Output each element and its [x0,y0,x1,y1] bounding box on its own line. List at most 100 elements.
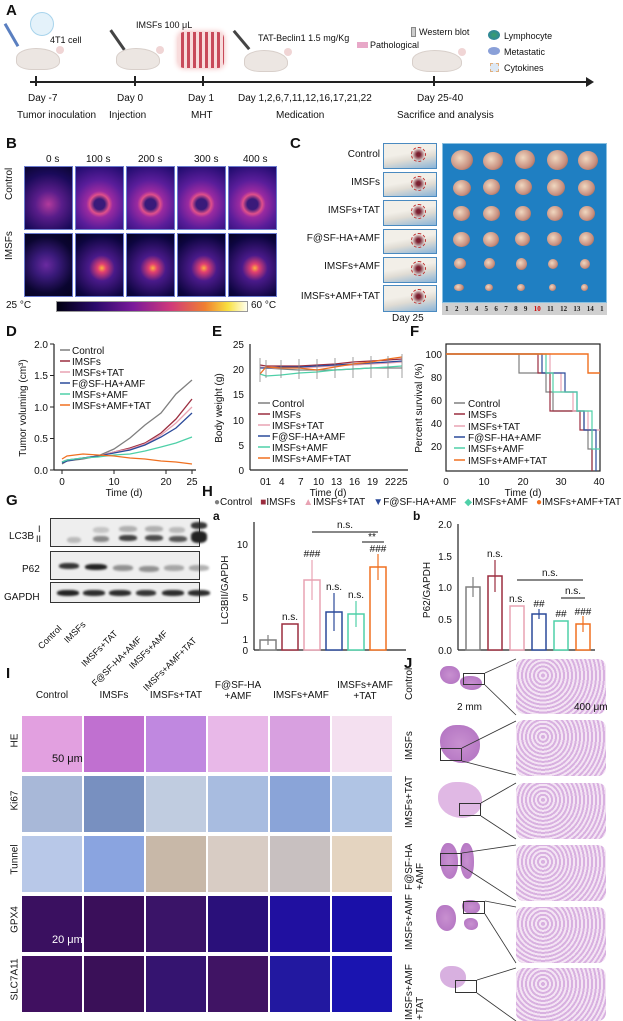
mouse-icon [116,46,164,70]
zoom-connector-lines [461,658,517,1021]
group-label: Control [347,149,380,160]
gpx4-image [270,896,330,952]
subpanel-label-a: a [213,509,220,523]
svg-text:20: 20 [517,477,529,488]
svg-text:n.s.: n.s. [565,586,581,597]
svg-text:30: 30 [555,477,567,488]
timeline-tick [134,76,136,86]
gpx4-image [208,896,268,952]
panel-label-e: E [212,323,223,340]
svg-text:25: 25 [186,477,198,488]
column-label: IMSFs+TAT [149,690,203,701]
row-label: IMSFs [4,231,15,260]
svg-text:80: 80 [431,373,443,384]
mouse-icon [412,48,466,72]
svg-text:2.0: 2.0 [438,520,452,531]
svg-text:5: 5 [238,441,244,452]
lung-zoom-image [516,907,606,963]
ki67-image [270,776,330,832]
row-label: Control [4,167,15,200]
timeline-tick [433,76,435,86]
time-label: 100 s [86,154,111,165]
svg-text:0.5: 0.5 [34,434,48,445]
svg-text:IMSFs: IMSFs [468,410,497,421]
svg-text:20: 20 [233,365,245,376]
ruler: 1 2 3 4 5 6 7 8 9 10 11 12 13 14 1 [442,303,607,315]
svg-text:IMSFs+TAT: IMSFs+TAT [72,368,124,379]
legend-item: ▲IMSFs+TAT [303,497,366,508]
panel-label-i: I [6,665,11,682]
zoom-box [455,980,477,993]
group-label: IMSFs+AMF+TAT [300,291,380,302]
svg-text:4: 4 [279,477,285,488]
svg-text:10: 10 [478,477,490,488]
svg-text:IMSFs+AMF: IMSFs+AMF [272,443,328,454]
tunnel-image [22,836,82,892]
column-label: F@SF-HA +AMF [214,680,262,702]
svg-text:0: 0 [238,466,244,477]
svg-text:Time (d): Time (d) [310,488,347,499]
ki67-image [208,776,268,832]
time-label: 200 s [138,154,163,165]
scale-bar-label: 50 μm [52,753,83,765]
svg-text:LC3BII/GAPDH: LC3BII/GAPDH [220,556,231,625]
panel-label-h: H [202,483,213,500]
panel-label-g: G [6,492,18,509]
note-tat: TAT-Beclin1 1.5 mg/Kg [258,33,350,43]
svg-text:10: 10 [237,540,249,551]
zoom-box [440,748,462,761]
svg-text:1.0: 1.0 [34,403,48,414]
lung-zoom-image [516,968,606,1021]
svg-text:0.0: 0.0 [438,646,452,657]
svg-text:IMSFs+AMF+TAT: IMSFs+AMF+TAT [72,401,151,412]
svg-text:0: 0 [443,477,449,488]
svg-text:Time (d): Time (d) [505,488,542,499]
svg-text:P62/GAPDH: P62/GAPDH [422,562,433,618]
cytokines-icon [490,63,499,72]
svg-text:IMSFs+TAT: IMSFs+TAT [272,421,324,432]
thermal-image [126,166,175,230]
svg-text:Tumor voluming (cm³): Tumor voluming (cm³) [18,359,29,456]
legend-item: ■IMSFs [260,497,296,508]
svg-text:Control: Control [72,346,104,357]
row-label: SLC7A11 [9,958,21,1001]
gapdh-blot [50,582,210,603]
row-label: Ki67 [9,790,21,811]
event-day: Day 1,2,6,7,11,12,16,17,21,22 [238,93,372,104]
lymphocyte-label: Lymphocyte [504,31,553,41]
lung-section [436,905,456,931]
panel-label-d: D [6,323,17,340]
syringe-icon [3,22,20,48]
mouse-photo [383,229,437,254]
scale-min-label: 25 °C [6,300,32,311]
lung-zoom-image [516,720,606,776]
p62-bar-plot: 2.0 1.5 1.0 0.5 0.0 P62/GAPDH n.s. n.s. ## #… [422,520,595,657]
svg-text:0: 0 [59,477,65,488]
lymphocyte-icon [488,30,500,40]
column-label: Control [35,690,69,701]
blot-row-label: GAPDH [4,592,40,603]
svg-text:0.0: 0.0 [34,466,48,477]
svg-text:n.s.: n.s. [542,568,558,579]
timeline-tick [202,76,204,86]
time-label: 0 s [46,154,60,165]
svg-text:n.s.: n.s. [348,590,364,601]
gpx4-image [84,896,144,952]
lung-zoom-image [516,659,606,714]
thermal-image [24,233,73,297]
legend-item: ●Control [214,497,253,508]
svg-text:100: 100 [425,350,442,361]
scale-bar-label: 400 μm [574,702,608,713]
slc7a11-image [22,956,82,1012]
lung-section [440,725,480,763]
svg-text:n.s.: n.s. [326,582,342,593]
scale-bar-label: 20 μm [52,934,83,946]
slc7a11-image [84,956,144,1012]
svg-text:19: 19 [367,477,379,488]
svg-text:**: ** [368,532,376,543]
p62-blot [50,551,209,580]
mouse-photo [383,257,437,283]
event-day: Day 1 [188,93,215,104]
he-image [270,716,330,772]
